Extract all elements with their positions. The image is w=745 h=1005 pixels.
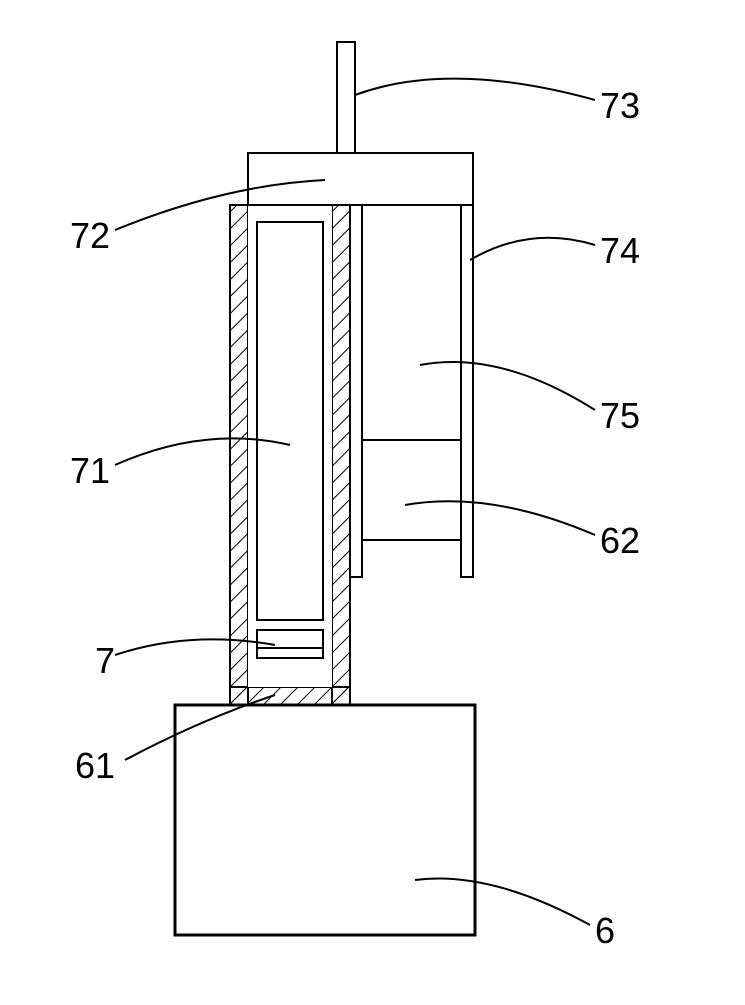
- hatched-left-wall: [230, 205, 248, 705]
- label-61: 61: [75, 745, 115, 787]
- bracket-right-74: [461, 205, 473, 577]
- top-stem-73: [337, 42, 355, 153]
- leader-6: [415, 878, 590, 925]
- middle-block-62: [362, 440, 461, 540]
- label-74: 74: [600, 230, 640, 272]
- label-6: 6: [595, 910, 615, 952]
- label-72: 72: [70, 215, 110, 257]
- leader-75: [420, 362, 595, 410]
- label-73: 73: [600, 85, 640, 127]
- diagram-svg: [0, 0, 745, 1000]
- top-cap-72: [248, 153, 473, 205]
- label-62: 62: [600, 520, 640, 562]
- label-7: 7: [95, 640, 115, 682]
- bracket-left-74: [350, 205, 362, 577]
- technical-diagram: 73 72 74 75 71 62 7 61 6: [0, 0, 745, 1000]
- label-71: 71: [70, 450, 110, 492]
- hatched-bottom-wall: [230, 687, 350, 705]
- leader-74: [470, 238, 595, 260]
- label-75: 75: [600, 395, 640, 437]
- hatched-right-wall: [332, 205, 350, 705]
- leader-73: [355, 79, 595, 100]
- base-block-6: [175, 705, 475, 935]
